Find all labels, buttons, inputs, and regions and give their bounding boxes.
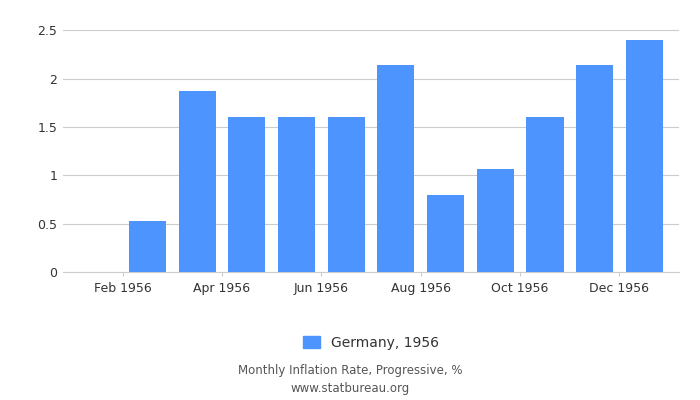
Bar	[477, 169, 514, 272]
Bar	[576, 65, 613, 272]
Bar	[278, 118, 315, 272]
Bar	[328, 118, 365, 272]
Bar	[228, 118, 265, 272]
Bar	[377, 65, 414, 272]
Bar	[626, 40, 663, 272]
Bar	[129, 221, 166, 272]
Text: www.statbureau.org: www.statbureau.org	[290, 382, 410, 395]
Bar	[178, 91, 216, 272]
Legend: Germany, 1956: Germany, 1956	[298, 330, 444, 355]
Bar	[526, 118, 564, 272]
Bar	[427, 195, 464, 272]
Text: Monthly Inflation Rate, Progressive, %: Monthly Inflation Rate, Progressive, %	[238, 364, 462, 377]
